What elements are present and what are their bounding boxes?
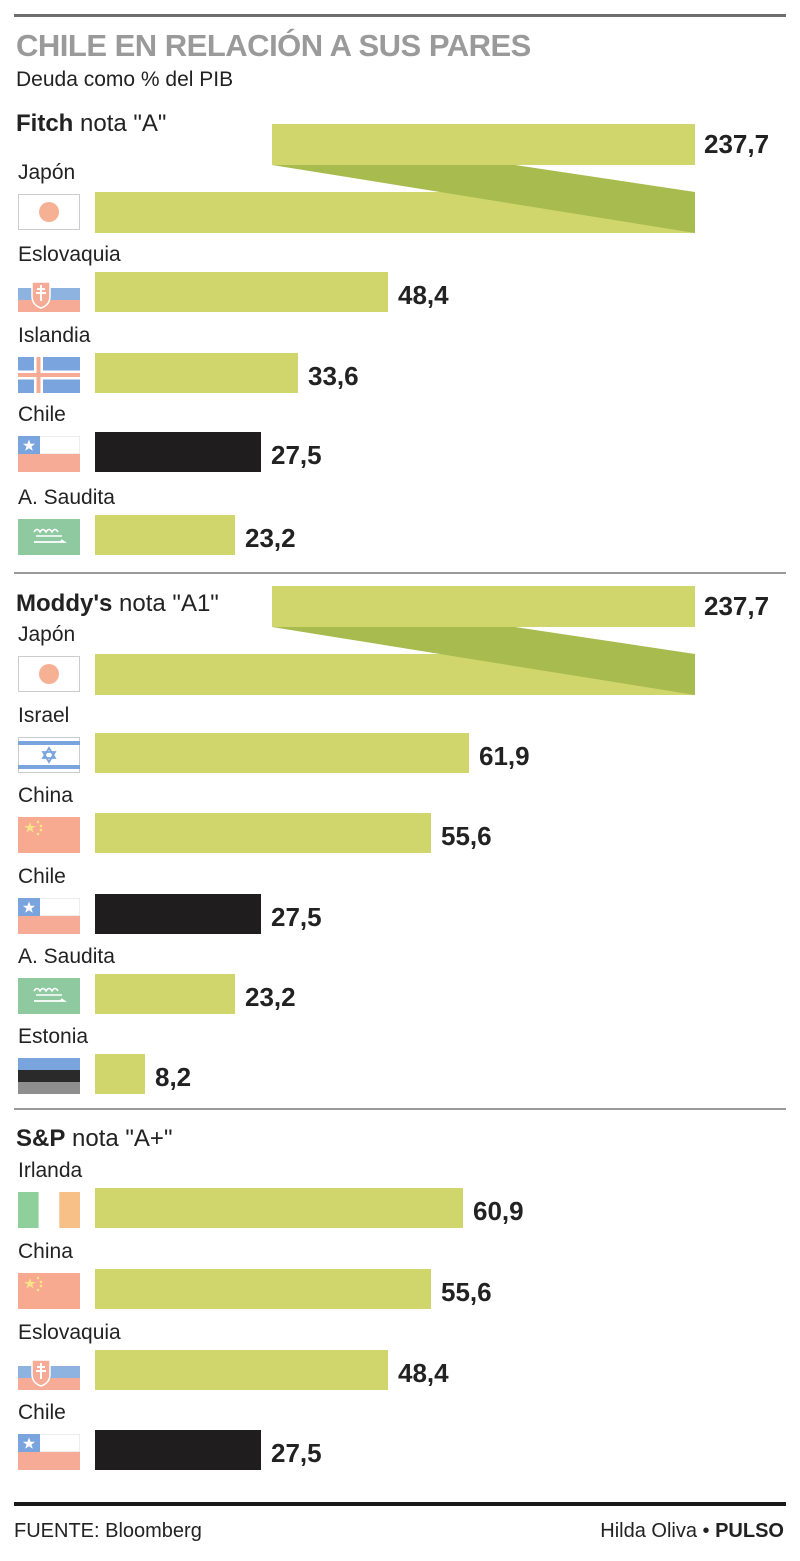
- chile-flag-icon: [18, 898, 80, 934]
- value-label: 27,5: [271, 902, 322, 932]
- chart-subtitle: Deuda como % del PIB: [16, 68, 234, 91]
- author-name: Hilda Oliva: [600, 1520, 697, 1542]
- value-label: 55,6: [441, 821, 492, 851]
- section-heading: Fitch nota "A": [16, 110, 166, 138]
- value-label: 27,5: [271, 440, 322, 470]
- saudi-arabia-flag-icon: [18, 519, 80, 555]
- bar: [95, 1188, 463, 1228]
- category-label: Israel: [18, 704, 70, 727]
- value-label: 27,5: [271, 1438, 322, 1468]
- category-label: China: [18, 1240, 73, 1263]
- bar: [95, 515, 235, 555]
- section-divider: [14, 572, 786, 574]
- bar-fold: [272, 165, 695, 233]
- agency-name: S&P: [16, 1125, 66, 1152]
- category-label: Eslovaquia: [18, 1321, 121, 1344]
- rating-text: nota "A": [73, 110, 167, 137]
- value-label: 8,2: [155, 1062, 192, 1092]
- bar: [95, 1350, 388, 1390]
- bar: [95, 586, 695, 695]
- bar: [95, 272, 388, 312]
- brand-name: PULSO: [715, 1520, 784, 1542]
- bar: [95, 974, 235, 1014]
- value-label: 48,4: [398, 280, 449, 310]
- category-label: Eslovaquia: [18, 243, 121, 266]
- ireland-flag-icon: [18, 1192, 80, 1228]
- rating-text: nota "A+": [65, 1125, 173, 1152]
- category-label: A. Saudita: [18, 486, 115, 509]
- category-label: China: [18, 784, 73, 807]
- category-label: Chile: [18, 1401, 66, 1424]
- bottom-rule: [14, 1502, 786, 1506]
- value-label: 23,2: [245, 523, 296, 553]
- bar: [95, 894, 261, 934]
- value-label: 23,2: [245, 982, 296, 1012]
- bar: [95, 1054, 145, 1094]
- estonia-flag-icon: [18, 1058, 80, 1094]
- section-divider: [14, 1108, 786, 1110]
- section-heading: Moddy's nota "A1": [16, 590, 219, 618]
- category-label: Chile: [18, 865, 66, 888]
- category-label: Irlanda: [18, 1159, 83, 1182]
- value-label: 237,7: [704, 591, 770, 621]
- section-heading: S&P nota "A+": [16, 1125, 172, 1153]
- japan-flag-icon: [18, 194, 80, 230]
- chile-flag-icon: [18, 436, 80, 472]
- value-label: 33,6: [308, 361, 359, 391]
- source-note: FUENTE: Bloomberg: [14, 1520, 202, 1542]
- bar-upper-segment: [272, 586, 695, 627]
- iceland-flag-icon: [18, 357, 80, 393]
- category-label: Islandia: [18, 324, 91, 347]
- value-label: 55,6: [441, 1277, 492, 1307]
- value-label: 48,4: [398, 1358, 449, 1388]
- category-label: Estonia: [18, 1025, 89, 1048]
- rating-text: nota "A1": [112, 590, 219, 617]
- china-flag-icon: [18, 1273, 80, 1309]
- top-rule: [14, 14, 786, 17]
- slovakia-flag-icon: [18, 1354, 80, 1390]
- bar: [95, 124, 695, 233]
- value-label: 60,9: [473, 1196, 524, 1226]
- value-label: 61,9: [479, 741, 530, 771]
- value-label: 237,7: [704, 129, 770, 159]
- category-label: Japón: [18, 623, 76, 646]
- bar: [95, 733, 469, 773]
- china-flag-icon: [18, 817, 80, 853]
- bar: [95, 1269, 431, 1309]
- chart-title: CHILE EN RELACIÓN A SUS PARES: [16, 28, 531, 63]
- category-label: Chile: [18, 403, 66, 426]
- bar: [95, 1430, 261, 1470]
- bar-upper-segment: [272, 124, 695, 165]
- category-label: Japón: [18, 161, 76, 184]
- slovakia-flag-icon: [18, 276, 80, 312]
- chile-flag-icon: [18, 1434, 80, 1470]
- bar: [95, 353, 298, 393]
- category-label: A. Saudita: [18, 945, 115, 968]
- japan-flag-icon: [18, 656, 80, 692]
- bar: [95, 432, 261, 472]
- israel-flag-icon: [18, 737, 80, 773]
- credit: Hilda Oliva • PULSO: [600, 1520, 784, 1543]
- bar: [95, 813, 431, 853]
- bar-fold: [272, 627, 695, 695]
- saudi-arabia-flag-icon: [18, 978, 80, 1014]
- agency-name: Fitch: [16, 110, 74, 137]
- credit-separator: •: [702, 1520, 710, 1542]
- agency-name: Moddy's: [16, 590, 113, 617]
